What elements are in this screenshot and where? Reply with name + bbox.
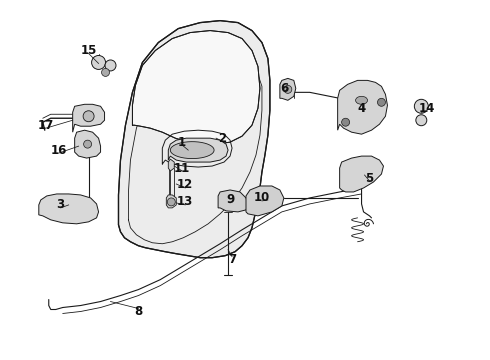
Circle shape [167,198,175,206]
Text: 9: 9 [226,193,234,206]
Polygon shape [39,194,98,224]
Text: 2: 2 [218,132,226,145]
Polygon shape [280,78,296,100]
Circle shape [92,55,105,69]
Polygon shape [340,156,384,192]
Circle shape [415,99,428,113]
Text: 14: 14 [419,102,436,115]
Text: 13: 13 [177,195,194,208]
Text: 3: 3 [57,198,65,211]
Text: 1: 1 [178,136,186,149]
Polygon shape [74,130,100,158]
Text: 10: 10 [254,192,270,204]
Circle shape [84,140,92,148]
Polygon shape [119,21,270,258]
Ellipse shape [356,96,368,104]
Polygon shape [168,138,228,162]
Text: 6: 6 [281,82,289,95]
Circle shape [416,115,427,126]
Polygon shape [246,186,284,216]
Polygon shape [168,159,174,171]
Polygon shape [171,141,214,158]
Polygon shape [338,80,388,134]
Text: 11: 11 [174,162,191,175]
Circle shape [342,118,349,126]
Polygon shape [218,190,248,212]
Circle shape [377,98,386,106]
Circle shape [284,85,292,93]
Text: 7: 7 [228,253,236,266]
Text: 16: 16 [50,144,67,157]
Circle shape [101,68,110,76]
Text: 5: 5 [366,171,374,185]
Text: 8: 8 [134,305,143,318]
Text: 15: 15 [80,44,97,57]
Polygon shape [132,31,260,144]
Text: 12: 12 [177,179,194,192]
Circle shape [105,60,116,71]
Polygon shape [73,104,104,132]
Text: 4: 4 [357,102,366,115]
Circle shape [83,111,94,122]
Text: 17: 17 [38,119,54,132]
Polygon shape [166,195,176,208]
